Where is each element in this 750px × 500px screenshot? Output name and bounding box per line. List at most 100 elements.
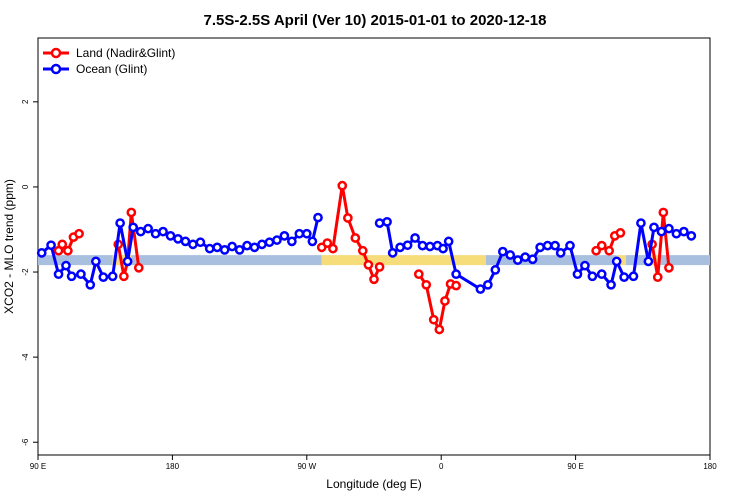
ocean-data-point — [527, 254, 538, 265]
ocean-data-point — [143, 223, 153, 234]
land-data-point — [133, 262, 144, 273]
ocean-data-point — [520, 252, 531, 262]
ocean-data-point — [76, 269, 86, 280]
ocean-data-point — [636, 218, 646, 228]
land-data-point — [428, 314, 439, 325]
ocean-data-point — [257, 239, 267, 250]
land-data-point — [374, 262, 385, 272]
land-data-point — [451, 280, 461, 291]
ocean-data-point — [180, 236, 191, 247]
ocean-data-point — [387, 248, 398, 258]
ocean-data-point — [438, 243, 448, 254]
ocean-data-point — [188, 239, 198, 250]
x-tick-label: 90 E — [567, 462, 583, 471]
ocean-data-point — [61, 260, 71, 271]
ocean-data-point — [542, 240, 553, 251]
land-data-point — [63, 245, 73, 256]
ocean-data-point — [212, 242, 223, 253]
ocean-data-point — [374, 218, 385, 228]
x-tick-label: 90 W — [297, 462, 316, 471]
ocean-data-point — [587, 271, 598, 282]
ocean-data-point — [173, 233, 183, 244]
land-data-point — [337, 180, 348, 191]
ocean-data-point — [490, 265, 501, 275]
ocean-data-point — [443, 236, 454, 247]
legend: Land (Nadir&Glint) Ocean (Glint) — [43, 46, 175, 76]
ocean-data-point — [165, 231, 176, 241]
y-tick-label: 0 — [21, 184, 30, 189]
ocean-data-point — [483, 279, 493, 290]
ocean-data-point — [53, 269, 64, 280]
ocean-data-point — [195, 237, 206, 248]
land-data-point — [664, 262, 674, 273]
x-tick-label: 90 E — [30, 462, 46, 471]
y-tick-label: -4 — [21, 353, 30, 361]
ocean-data-point — [227, 241, 237, 252]
legend-land-label: Land (Nadir&Glint) — [76, 46, 175, 60]
land-data-point — [591, 245, 601, 256]
land-data-point — [322, 238, 333, 248]
ocean-data-point — [85, 279, 96, 290]
legend-ocean-label: Ocean (Glint) — [76, 62, 147, 76]
land-data-point — [434, 324, 445, 335]
x-tick-label: 0 — [439, 462, 444, 471]
land-data-point — [363, 259, 374, 270]
ocean-data-point — [272, 235, 282, 245]
ocean-data-point — [664, 223, 674, 234]
ocean-data-point — [596, 269, 607, 280]
ocean-data-point — [535, 242, 545, 253]
x-axis-label: Longitude (deg E) — [326, 477, 421, 491]
ocean-data-point — [395, 242, 405, 253]
y-axis: 2 0 -2 -4 -6 — [21, 99, 38, 446]
land-data-point — [357, 245, 368, 256]
land-data-point — [615, 228, 626, 238]
ocean-data-point — [234, 245, 245, 255]
y-tick-label: -6 — [21, 438, 30, 446]
x-tick-label: 180 — [166, 462, 180, 471]
ocean-data-point — [135, 226, 146, 237]
ocean-data-point — [619, 272, 629, 282]
ocean-data-point — [649, 222, 659, 233]
ocean-data-point — [128, 222, 139, 233]
land-data-point — [126, 207, 137, 218]
ocean-data-point — [115, 218, 125, 228]
ocean-data-point — [91, 256, 101, 267]
land-data-point — [658, 207, 669, 218]
ocean-data-point — [656, 226, 667, 237]
plot-frame — [37, 37, 711, 456]
ocean-data-point — [512, 255, 523, 265]
ocean-data-point — [565, 240, 575, 251]
ocean-data-point — [242, 240, 252, 251]
ocean-data-point — [555, 248, 566, 258]
land-data-point — [328, 243, 338, 254]
ocean-data-point — [410, 233, 420, 243]
ocean-data-point — [279, 231, 290, 241]
land-data-point — [57, 239, 68, 250]
land-data-point — [119, 271, 129, 282]
ocean-data-point — [606, 279, 616, 290]
ocean-data-point — [294, 228, 305, 239]
series-layer — [36, 180, 697, 335]
land-data-point — [604, 245, 615, 256]
land-data-point — [596, 240, 607, 251]
ocean-data-point — [611, 256, 622, 267]
ocean-data-point — [36, 248, 47, 258]
legend-ocean-marker — [50, 63, 62, 75]
y-tick-label: -2 — [21, 268, 30, 276]
ocean-data-point — [307, 236, 318, 247]
y-tick-label: 2 — [21, 99, 30, 104]
land-data-point — [350, 233, 361, 243]
ocean-data-point — [451, 269, 461, 280]
ocean-data-point — [550, 240, 560, 251]
ocean-data-point — [572, 269, 583, 280]
ocean-data-point — [505, 250, 516, 260]
ocean-data-point — [679, 226, 689, 237]
ocean-data-point — [287, 236, 297, 247]
ocean-data-point — [150, 228, 161, 239]
ocean-data-point — [475, 284, 486, 294]
land-series-line — [650, 210, 671, 279]
land-data-point — [343, 213, 353, 223]
land-data-point — [74, 228, 84, 239]
ocean-data-point — [580, 260, 590, 271]
